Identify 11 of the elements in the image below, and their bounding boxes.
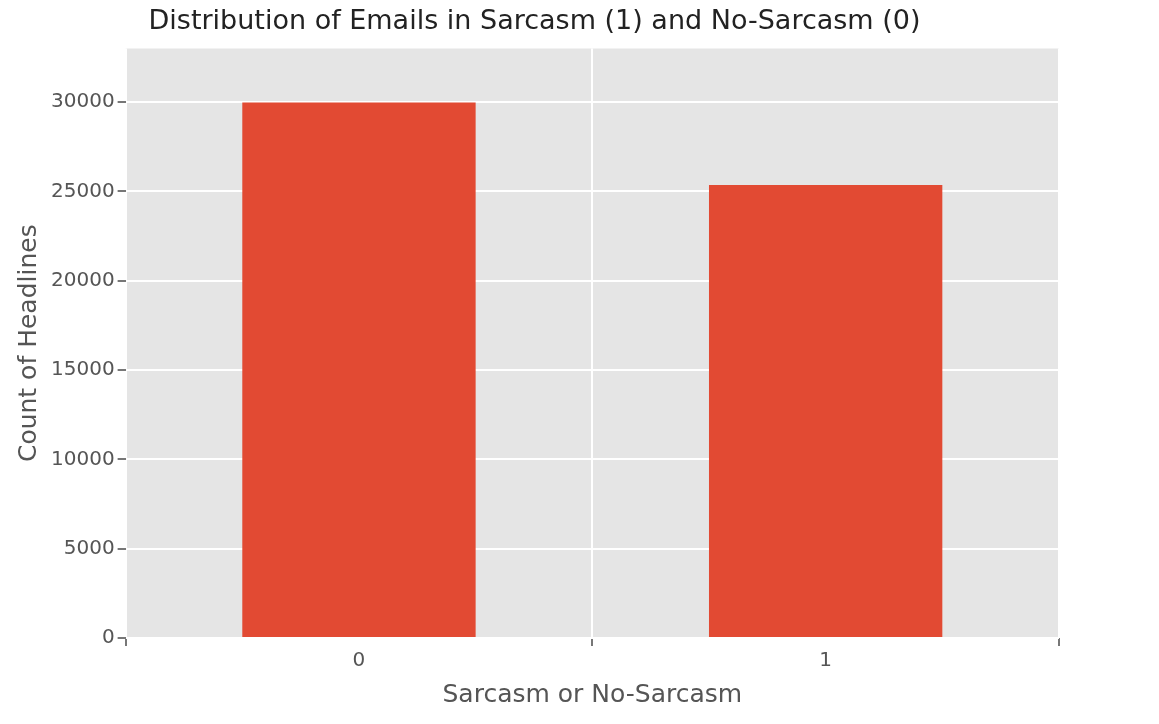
x-tick-label: 1 — [819, 647, 833, 672]
y-axis-title: Count of Headlines — [12, 224, 42, 463]
y-tick-label: 15000 — [51, 356, 115, 381]
x-axis-title: Sarcasm or No-Sarcasm — [442, 678, 743, 708]
y-tick-label: 0 — [101, 624, 115, 649]
y-tick-label: 20000 — [51, 266, 115, 291]
chart-title: Distribution of Emails in Sarcasm (1) and No-Sarcasm (0) — [148, 4, 921, 36]
y-tick-label: 30000 — [51, 88, 115, 113]
y-tick-label: 25000 — [51, 177, 115, 202]
y-tick-label: 10000 — [51, 445, 115, 470]
y-tick-label: 5000 — [63, 534, 115, 559]
